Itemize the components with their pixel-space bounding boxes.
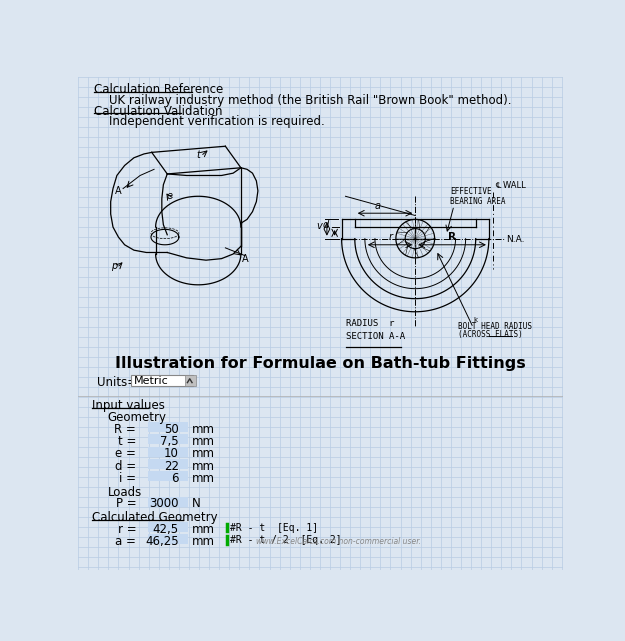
Text: SECTION A-A: SECTION A-A [346, 333, 404, 342]
Text: a: a [374, 201, 380, 212]
FancyBboxPatch shape [148, 447, 188, 456]
Text: r: r [389, 232, 392, 242]
FancyBboxPatch shape [148, 535, 188, 544]
Text: A: A [241, 254, 248, 263]
FancyBboxPatch shape [148, 471, 188, 481]
Text: mm: mm [192, 523, 215, 536]
Text: Units=: Units= [97, 376, 137, 388]
Text: 22: 22 [164, 460, 179, 472]
Text: www.ExcelCalcs.com non-commercial user.: www.ExcelCalcs.com non-commercial user. [256, 537, 421, 545]
Text: Input values: Input values [92, 399, 165, 412]
Text: ℄ WALL: ℄ WALL [495, 181, 526, 190]
Text: a =: a = [116, 535, 136, 548]
Text: EFFECTIVE
BEARING AREA: EFFECTIVE BEARING AREA [450, 187, 506, 206]
Text: v: v [316, 221, 322, 231]
Text: (ACROSS FLATS): (ACROSS FLATS) [458, 330, 522, 339]
Text: t: t [196, 150, 200, 160]
Text: Calculation Reference: Calculation Reference [94, 83, 223, 96]
Text: Calculated Geometry: Calculated Geometry [92, 512, 218, 524]
Text: mm: mm [192, 472, 215, 485]
Text: Illustration for Formulae on Bath-tub Fittings: Illustration for Formulae on Bath-tub Fi… [114, 356, 525, 370]
Text: t =: t = [118, 435, 136, 448]
Text: Metric: Metric [134, 376, 169, 387]
Text: R: R [448, 232, 456, 242]
Text: 7,5: 7,5 [160, 435, 179, 448]
Text: p: p [111, 262, 118, 271]
Text: mm: mm [192, 422, 215, 436]
FancyBboxPatch shape [148, 434, 188, 444]
FancyBboxPatch shape [148, 522, 188, 532]
Text: BOLT HEAD RADIUS: BOLT HEAD RADIUS [458, 322, 532, 331]
Text: Loads: Loads [107, 486, 142, 499]
FancyBboxPatch shape [185, 375, 196, 387]
Text: mm: mm [192, 447, 215, 460]
Text: 50: 50 [164, 422, 179, 436]
FancyBboxPatch shape [148, 459, 188, 469]
Text: #R - t  [Eq. 1]: #R - t [Eq. 1] [230, 523, 318, 533]
Text: 10: 10 [164, 447, 179, 460]
Text: e: e [167, 190, 172, 201]
Text: A: A [115, 186, 122, 196]
Text: R =: R = [114, 422, 136, 436]
Text: #R - t / 2  [Eq. 2]: #R - t / 2 [Eq. 2] [230, 535, 342, 545]
Text: 42,5: 42,5 [152, 523, 179, 536]
Text: d =: d = [115, 460, 136, 472]
Text: UK railway industry method (the British Rail "Brown Book" method).: UK railway industry method (the British … [94, 94, 511, 107]
Text: Geometry: Geometry [107, 411, 167, 424]
Text: mm: mm [192, 535, 215, 548]
Text: Independent verification is required.: Independent verification is required. [94, 115, 324, 128]
FancyBboxPatch shape [131, 375, 193, 387]
Text: k: k [473, 317, 478, 323]
Text: d: d [323, 220, 329, 230]
FancyBboxPatch shape [148, 497, 188, 506]
Text: i =: i = [119, 472, 136, 485]
Text: 6: 6 [171, 472, 179, 485]
Text: Calculation Validation: Calculation Validation [94, 104, 222, 118]
Text: RADIUS  r: RADIUS r [346, 319, 394, 328]
Text: N: N [192, 497, 201, 510]
FancyBboxPatch shape [148, 422, 188, 432]
Text: 46,25: 46,25 [145, 535, 179, 548]
Text: mm: mm [192, 460, 215, 472]
Text: e =: e = [116, 447, 136, 460]
Text: mm: mm [192, 435, 215, 448]
Text: r =: r = [118, 523, 136, 536]
Text: 3000: 3000 [149, 497, 179, 510]
Text: P =: P = [116, 497, 136, 510]
Text: N.A.: N.A. [506, 235, 524, 244]
